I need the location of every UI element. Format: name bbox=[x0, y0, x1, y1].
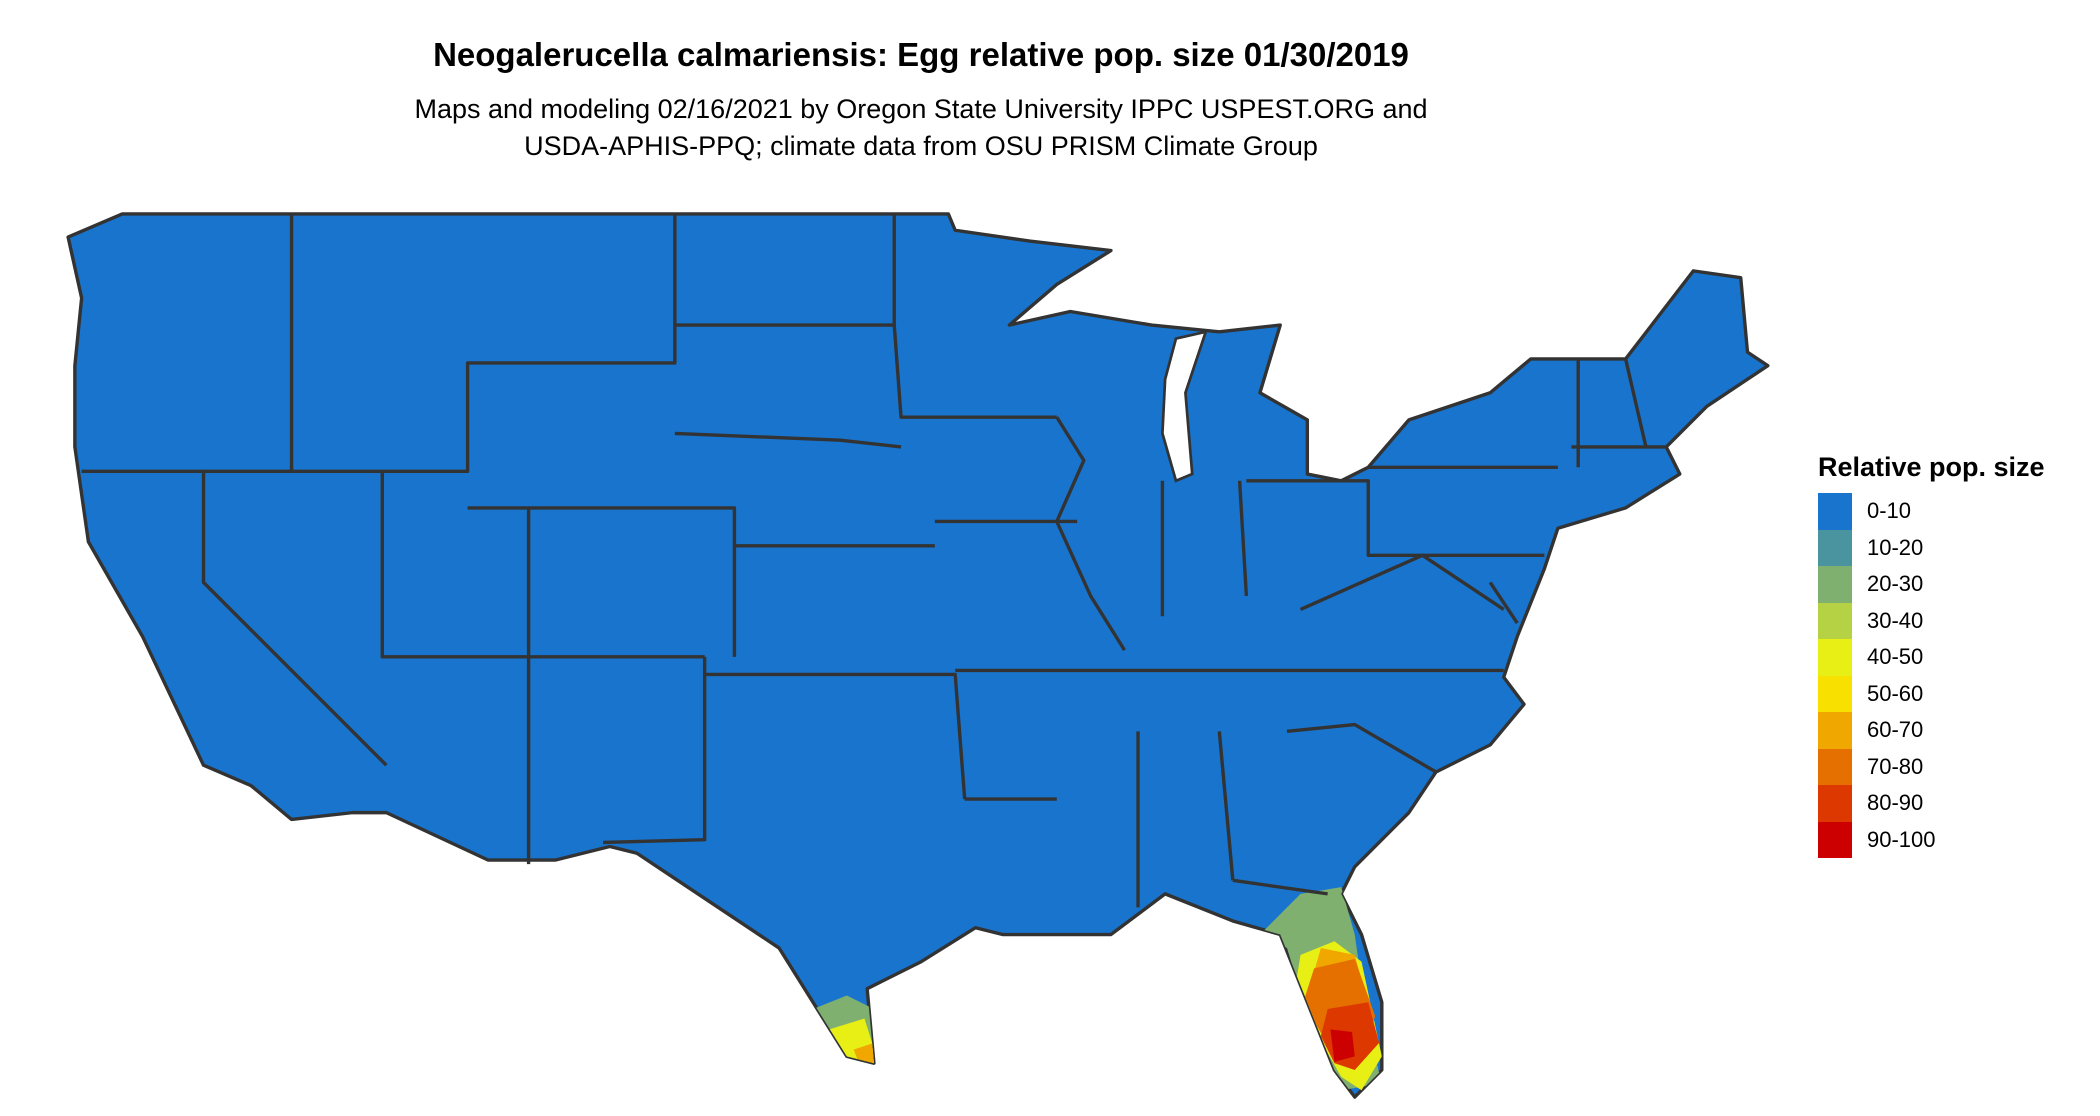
legend: Relative pop. size 0-10 10-20 20-30 30-40 40… bbox=[1818, 452, 2045, 858]
legend-item: 50-60 bbox=[1818, 675, 2045, 712]
legend-label: 70-80 bbox=[1867, 753, 1924, 779]
legend-label: 60-70 bbox=[1867, 717, 1924, 743]
legend-swatch bbox=[1818, 785, 1852, 822]
legend-label: 20-30 bbox=[1867, 571, 1924, 597]
legend-swatch bbox=[1818, 675, 1852, 712]
legend-swatch bbox=[1818, 602, 1852, 639]
legend-label: 90-100 bbox=[1867, 826, 1936, 852]
state-borders bbox=[81, 213, 1667, 908]
legend-label: 30-40 bbox=[1867, 607, 1924, 633]
florida-90-100 bbox=[1330, 1029, 1355, 1062]
legend-swatch bbox=[1818, 493, 1852, 530]
legend-label: 80-90 bbox=[1867, 790, 1924, 816]
legend-swatch bbox=[1818, 821, 1852, 858]
legend-label: 50-60 bbox=[1867, 680, 1924, 706]
chart-subtitle-line-1: Maps and modeling 02/16/2021 by Oregon S… bbox=[414, 94, 1428, 124]
legend-swatch bbox=[1818, 639, 1852, 676]
legend-item: 0-10 bbox=[1818, 493, 2045, 530]
legend-swatch bbox=[1818, 712, 1852, 749]
legend-swatch bbox=[1818, 748, 1852, 785]
legend-item: 30-40 bbox=[1818, 602, 2045, 639]
legend-swatch bbox=[1818, 529, 1852, 566]
legend-label: 0-10 bbox=[1867, 498, 1912, 524]
legend-item: 20-30 bbox=[1818, 566, 2045, 603]
legend-title: Relative pop. size bbox=[1818, 452, 2045, 482]
legend-item: 70-80 bbox=[1818, 748, 2045, 785]
legend-label: 40-50 bbox=[1867, 644, 1924, 670]
legend-label: 10-20 bbox=[1867, 534, 1924, 560]
lake-michigan bbox=[1161, 329, 1208, 483]
legend-item: 90-100 bbox=[1818, 821, 2045, 858]
legend-swatch bbox=[1818, 566, 1852, 603]
us-land-0-10 bbox=[66, 212, 1770, 1099]
legend-item: 10-20 bbox=[1818, 529, 2045, 566]
chart-subtitle-line-2: USDA-APHIS-PPQ; climate data from OSU PR… bbox=[524, 131, 1318, 161]
chart-title: Neogalerucella calmariensis: Egg relativ… bbox=[433, 36, 1409, 73]
legend-item: 60-70 bbox=[1818, 712, 2045, 749]
legend-item: 40-50 bbox=[1818, 639, 2045, 676]
legend-item: 80-90 bbox=[1818, 785, 2045, 822]
